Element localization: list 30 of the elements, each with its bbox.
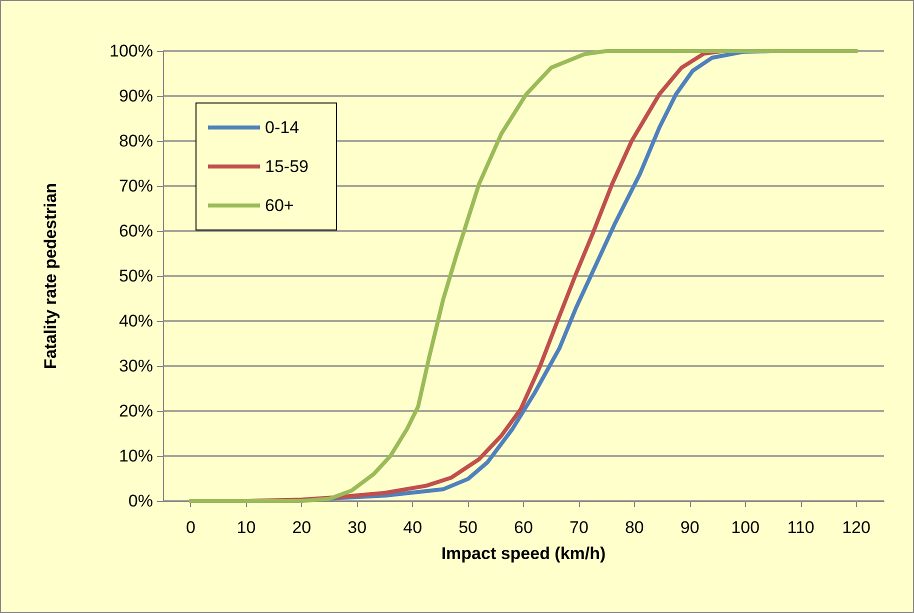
y-tick-label: 60%: [118, 222, 153, 240]
x-tick-label: 20: [292, 518, 312, 537]
x-tick-label: 70: [570, 518, 588, 537]
line-series: [188, 49, 858, 503]
x-tick-label: 80: [624, 518, 644, 537]
x-tick-label: 40: [403, 518, 422, 537]
x-axis-title: Impact speed (km/h): [441, 544, 606, 563]
x-tick-label: 30: [348, 518, 367, 537]
x-tick-label: 120: [842, 518, 870, 537]
y-tick-label: 70%: [118, 176, 153, 196]
x-tick-label: 100: [731, 518, 760, 537]
legend-label: 15-59: [265, 157, 308, 176]
y-tick-label: 100%: [110, 42, 153, 60]
y-tick-label: 20%: [118, 402, 153, 420]
x-tick-label: 50: [458, 518, 478, 537]
y-tick-label: 40%: [118, 312, 153, 330]
legend-label: 0-14: [265, 118, 300, 137]
y-tick-label: 80%: [118, 132, 153, 150]
y-tick-label: 10%: [118, 446, 153, 466]
x-tick-label: 90: [680, 518, 700, 537]
y-axis-title: Fatality rate pedestrian: [41, 182, 60, 370]
y-tick-label: 50%: [118, 266, 153, 286]
x-tick-label: 110: [787, 518, 814, 537]
x-tick-label: 0: [186, 518, 196, 537]
legend-label: 60+: [265, 196, 294, 215]
x-tick-label: 10: [236, 518, 256, 537]
y-tick-label: 90%: [118, 86, 153, 106]
y-tick-label: 0%: [128, 492, 153, 510]
y-tick-label: 30%: [118, 356, 153, 376]
x-tick-label: 60: [514, 518, 533, 537]
